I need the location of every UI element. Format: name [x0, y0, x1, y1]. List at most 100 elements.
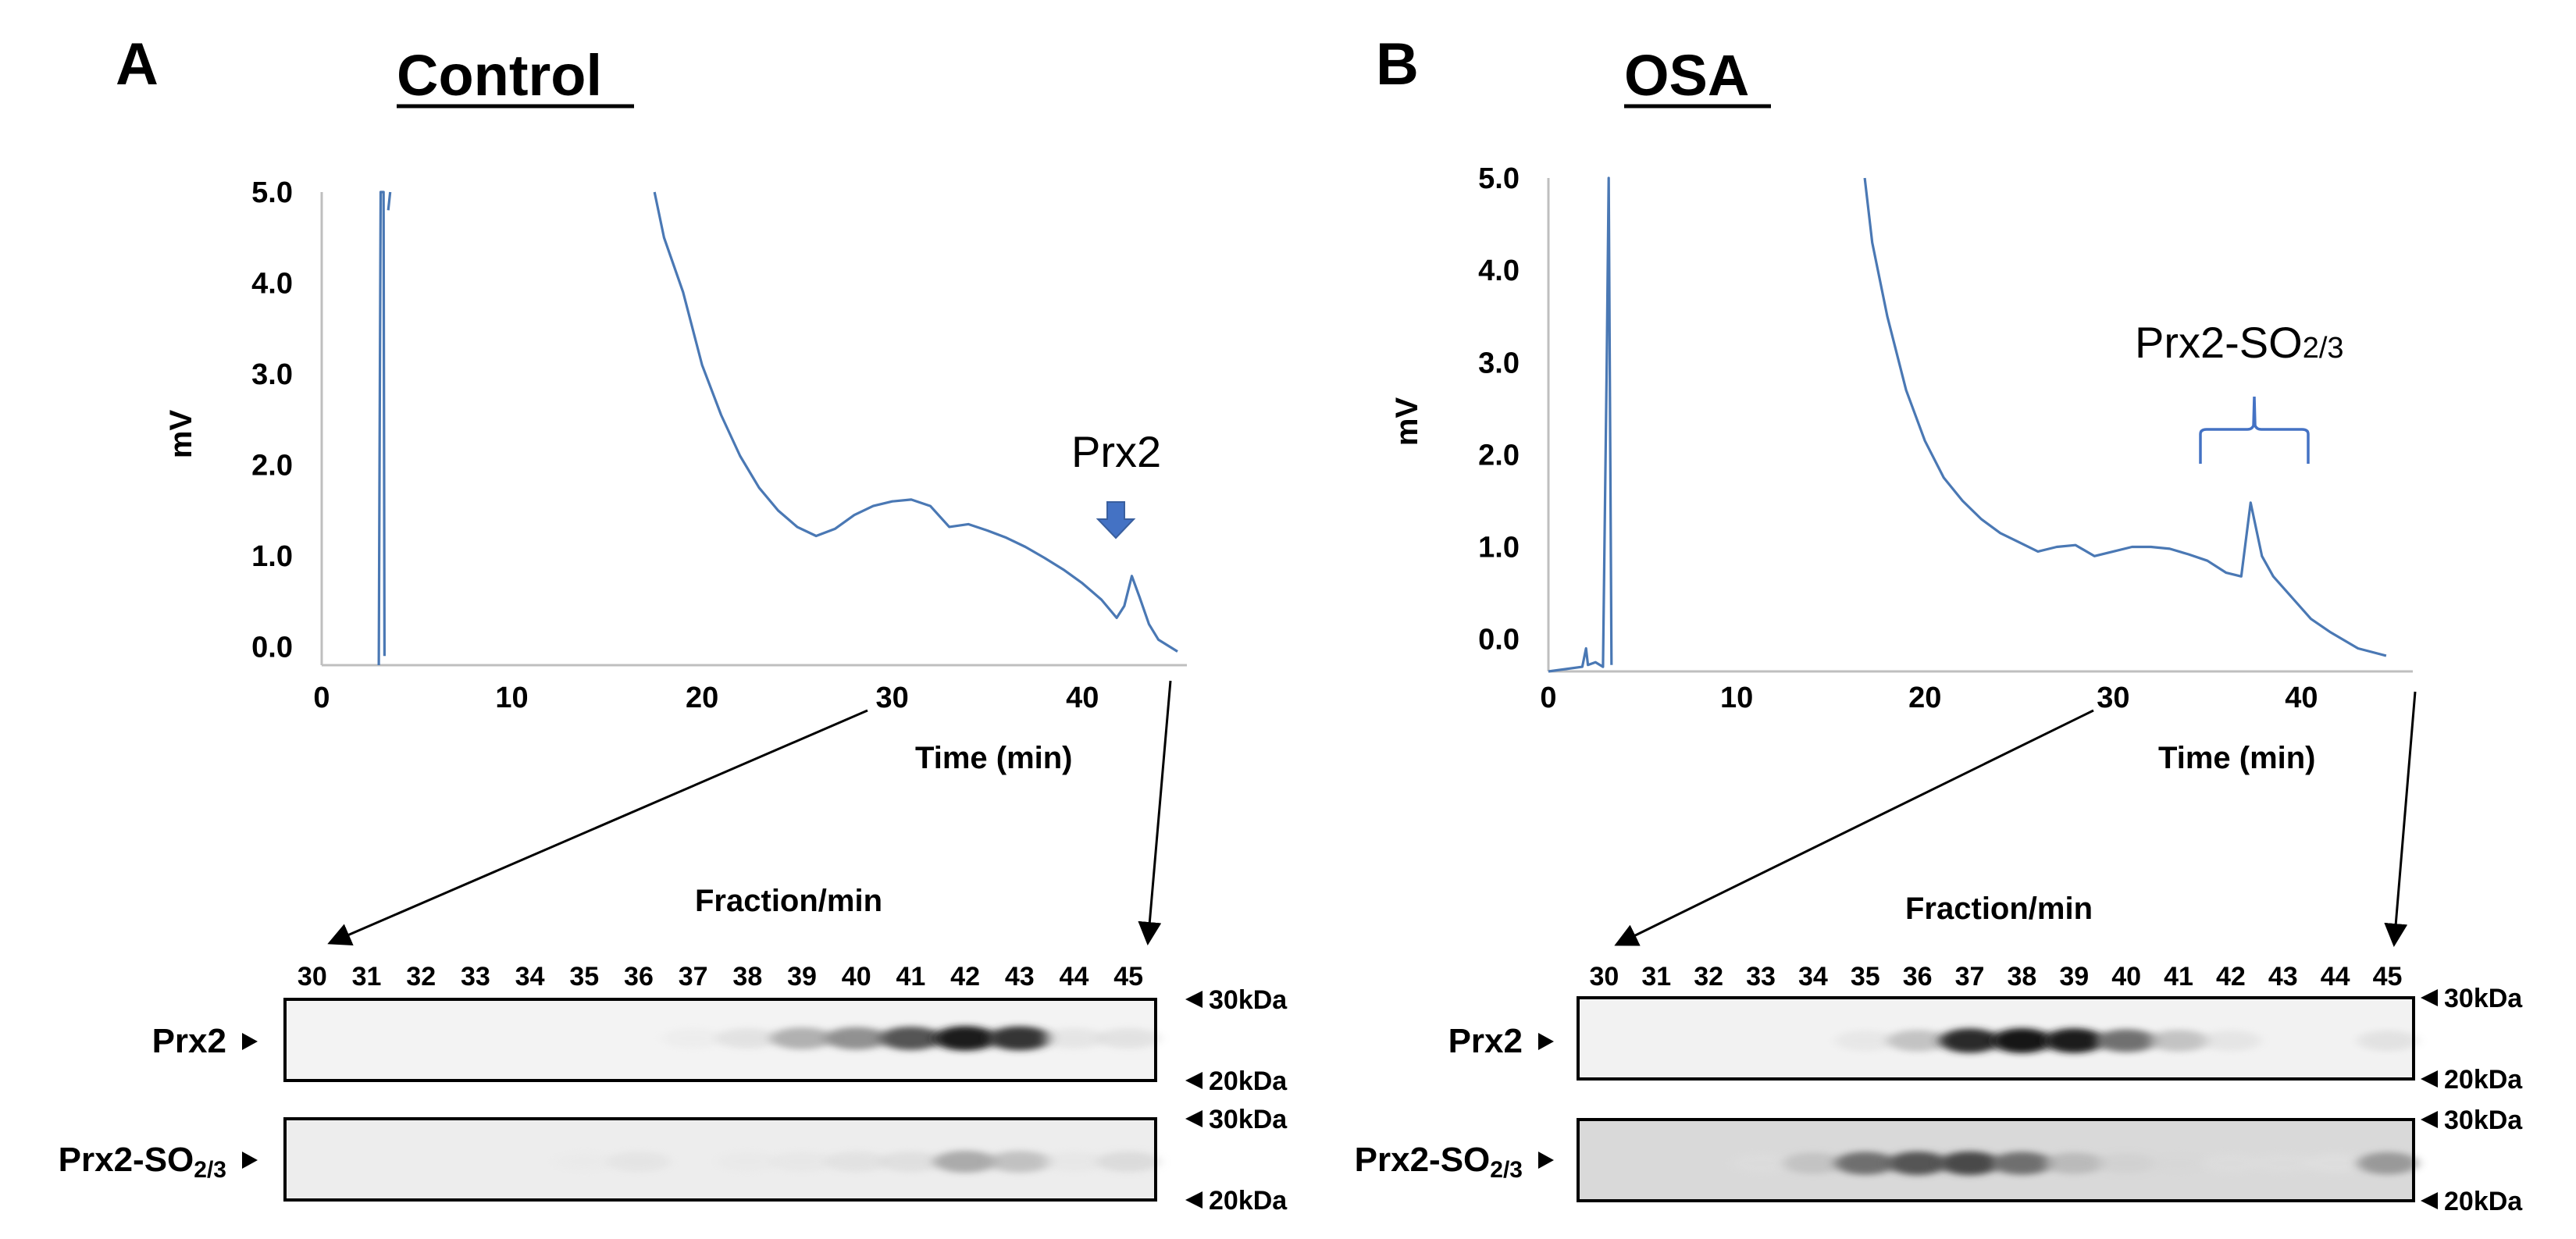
panel-a-blot-band	[1096, 1027, 1160, 1049]
panel-b-blot-band	[2148, 1030, 2209, 1052]
panel-b-row-label-main: Prx2-SO	[1355, 1141, 1491, 1179]
panel-a-kda-marker-icon	[1185, 1110, 1202, 1127]
panel-a-letter: A	[116, 31, 159, 98]
panel-b-blot-band	[2043, 1028, 2105, 1053]
panel-a-blot-band	[988, 1151, 1052, 1173]
panel-b-blot-band	[1783, 1152, 1844, 1174]
panel-b-blot-band	[2096, 1029, 2157, 1052]
panel-a-fraction-label: 36	[624, 962, 654, 992]
panel-b-row-label-sub: 2/3	[1490, 1157, 1523, 1183]
panel-b-blot-band	[1730, 1152, 1791, 1174]
panel-a-peak-arrow-icon	[1096, 501, 1136, 539]
panel-b-fraction-label: 30	[1590, 962, 1619, 992]
panel-b: B OSA 5.0 4.0 3.0 2.0 1.0 0.0 0 10 20 30 40 mV Ti…	[1355, 31, 2524, 1216]
panel-a-fraction-label: 45	[1113, 962, 1143, 992]
panel-b-kda-marker-icon	[2421, 1111, 2438, 1128]
panel-b-ytick-label: 2.0	[1478, 439, 1520, 472]
panel-a-blot-band	[1042, 1027, 1106, 1049]
panel-a-blot-title: Fraction/min	[695, 884, 882, 918]
panel-a-ytick-label: 5.0	[251, 176, 293, 209]
panel-b-blot-band	[1835, 1030, 1896, 1052]
panel-a-blot-band	[825, 1151, 889, 1173]
panel-a-row-label-main: Prx2-SO	[59, 1141, 194, 1179]
panel-a-kda-label: 20kDa	[1209, 1066, 1288, 1096]
panel-a-blot-band	[770, 1151, 834, 1173]
panel-a-xtick-label: 30	[876, 682, 909, 714]
panel-b-zoom-line-left	[1614, 709, 2094, 946]
panel-b-blot-band	[1887, 1030, 1948, 1052]
panel-b-blot-band	[2304, 1152, 2366, 1174]
panel-a-row-label-main: Prx2	[152, 1022, 226, 1060]
panel-b-blot-band	[2357, 1152, 2418, 1175]
panel-b-kda-marker-icon	[2421, 1192, 2438, 1209]
panel-a-row-pointer-icon	[242, 1033, 258, 1050]
panel-a-title: Control	[397, 43, 602, 108]
panel-a-ytick-label: 0.0	[251, 632, 293, 664]
panel-a-blot-band	[1096, 1151, 1160, 1173]
panel-b-blot: Fraction/min 30 31 32 33 34 35 36 37 38 39 40 41 42 4…	[1355, 892, 2524, 1216]
panel-a-fraction-label: 30	[298, 962, 327, 992]
panel-b-fraction-label: 43	[2268, 962, 2298, 992]
panel-b-letter: B	[1376, 31, 1419, 98]
panel-b-kda-label: 30kDa	[2444, 1105, 2523, 1135]
panel-b-fraction-label: 38	[2008, 962, 2037, 992]
panel-a-xtick-label: 20	[686, 682, 718, 714]
panel-a-ytick-label: 2.0	[251, 450, 293, 482]
panel-a: A Control 5.0 4.0 3.0 2.0 1.0 0.0 0 10 20 30 40 m…	[59, 31, 1288, 1216]
panel-a-blot-band	[878, 1151, 942, 1173]
panel-a-row-label: Prx2	[152, 1022, 226, 1060]
panel-b-fraction-label: 32	[1694, 962, 1723, 992]
panel-b-annotation-main: Prx2-SO	[2135, 318, 2303, 367]
panel-b-fraction-label: 41	[2164, 962, 2193, 992]
panel-a-chromatogram-line	[653, 191, 1178, 653]
panel-b-blot-title: Fraction/min	[1905, 892, 2093, 926]
panel-a-blot-band	[878, 1026, 942, 1051]
panel-a-fraction-label: 42	[950, 962, 980, 992]
panel-b-fraction-label: 39	[2059, 962, 2089, 992]
panel-b-ytick-label: 3.0	[1478, 347, 1520, 379]
panel-a-row-pointer-icon	[242, 1152, 258, 1169]
panel-b-row-pointer-icon	[1538, 1033, 1554, 1050]
panel-b-xlabel: Time (min)	[2158, 741, 2316, 775]
panel-b-xtick-label: 0	[1540, 682, 1556, 714]
panel-a-blot: Fraction/min 30 31 32 33 34 35 36 37 38 39 40 41 42 4…	[59, 884, 1288, 1216]
panel-a-row-label: Prx2-SO2/3	[59, 1141, 226, 1183]
panel-b-blot-band	[1991, 1152, 2053, 1175]
panel-a-fraction-label: 35	[569, 962, 599, 992]
panel-b-zoom-line-right	[2384, 691, 2417, 947]
panel-b-kda-marker-icon	[2421, 1070, 2438, 1088]
panel-a-fraction-label: 38	[732, 962, 762, 992]
panel-b-blot-band	[1835, 1152, 1896, 1175]
panel-a-chromatogram-line	[387, 191, 392, 211]
panel-a-annotation-label: Prx2	[1071, 427, 1161, 476]
panel-a-blot-band	[661, 1027, 725, 1049]
panel-b-blot-band	[1887, 1151, 1948, 1176]
panel-b-row-label: Prx2-SO2/3	[1355, 1141, 1523, 1183]
panel-b-xtick-label: 20	[1908, 682, 1941, 714]
panel-a-blot-band	[825, 1027, 889, 1050]
panel-b-blot-band	[1991, 1028, 2053, 1053]
panel-b-plot: 5.0 4.0 3.0 2.0 1.0 0.0 0 10 20 30 40 mV Time (mi…	[1390, 162, 2413, 775]
panel-b-ylabel: mV	[1390, 397, 1424, 447]
panel-a-kda-marker-icon	[1185, 1191, 1202, 1209]
panel-b-xtick-label: 30	[2097, 682, 2129, 714]
panel-a-kda-marker-icon	[1185, 1072, 1202, 1089]
panel-a-xtick-label: 0	[313, 682, 330, 714]
panel-b-blot-band	[2357, 1030, 2418, 1052]
panel-a-blot-band	[607, 1151, 671, 1173]
panel-a-ytick-label: 4.0	[251, 268, 293, 301]
panel-b-blot-band	[2096, 1152, 2157, 1174]
panel-a-ytick-label: 3.0	[251, 358, 293, 391]
panel-b-peak-bracket-icon	[2199, 396, 2310, 464]
panel-b-blot-band	[2253, 1152, 2314, 1174]
panel-b-fraction-label: 35	[1851, 962, 1880, 992]
panel-b-blot-band	[2200, 1152, 2261, 1174]
panel-b-blot-band	[1939, 1028, 2001, 1053]
panel-a-blot-frame	[283, 998, 1157, 1082]
panel-b-fraction-label: 44	[2321, 962, 2350, 992]
panel-b-row-label: Prx2	[1448, 1022, 1523, 1060]
panel-b-kda-label: 20kDa	[2444, 1065, 2523, 1095]
panel-a-chromatogram-line	[377, 190, 386, 666]
panel-b-ytick-label: 5.0	[1478, 162, 1520, 195]
